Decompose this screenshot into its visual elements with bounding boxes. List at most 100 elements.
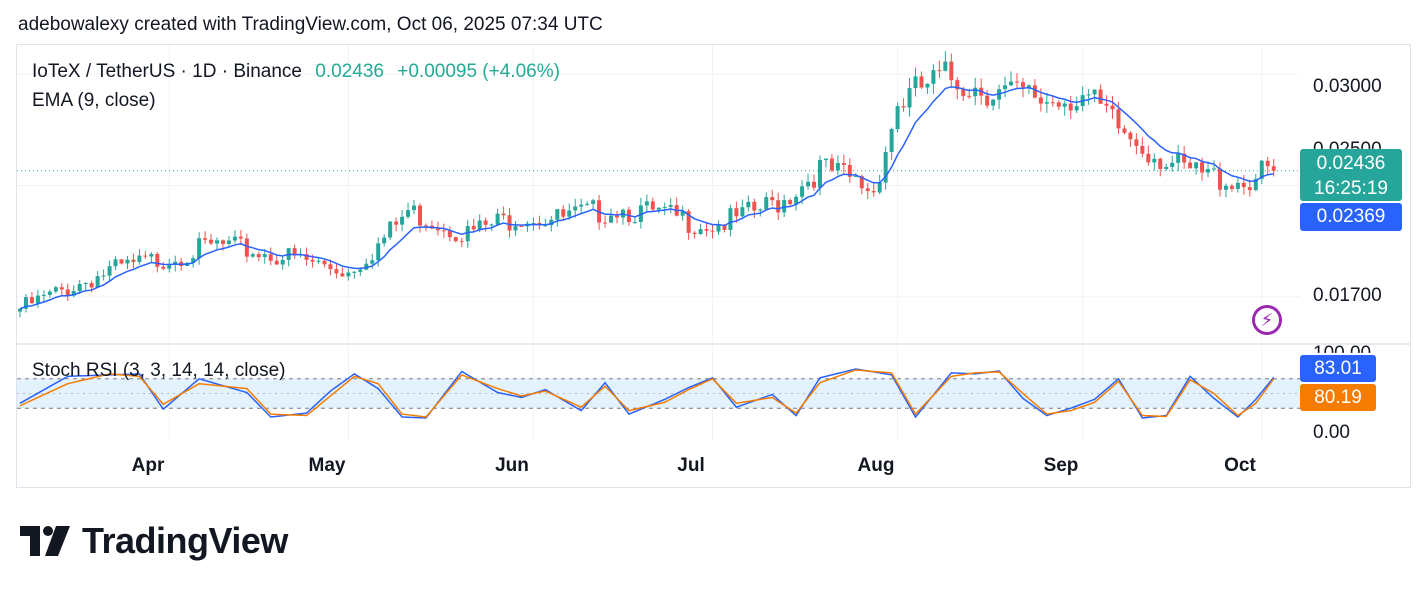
candle-body [459,241,464,243]
candle-body [543,225,548,227]
candle-body [77,283,82,292]
candle-body [471,226,476,230]
candle-body [417,205,422,226]
candle-body [561,209,566,217]
candle-body [1074,106,1079,111]
d-value-tag: 80.19 [1300,384,1376,411]
last-price: 0.02436 [315,61,384,82]
candle-body [35,295,40,304]
tradingview-logo: TradingView [20,520,288,562]
candle-body [937,70,942,72]
candle-body [322,260,327,265]
x-tick-jun: Jun [495,455,529,476]
candle-body [161,266,166,269]
candle-body [23,297,28,309]
candle-body [686,211,691,233]
candle-body [483,220,488,225]
candle-body [567,210,572,217]
tv-logo-icon [20,526,70,556]
candle-body [1116,109,1121,129]
stoch-d-line [19,369,1275,418]
candle-body [191,258,196,263]
candle-body [226,240,231,244]
candle-body [829,158,834,171]
candle-body [913,76,918,89]
candle-body [752,201,757,211]
candle-body [1253,178,1258,191]
candle-body [704,229,709,231]
symbol-title: IoTeX / TetherUS · 1D · Binance [32,61,302,82]
candle-body [274,260,279,265]
candle-body [1122,128,1127,133]
candle-body [304,254,309,260]
candle-body [1128,132,1133,140]
candle-body [18,308,22,312]
candle-body [865,188,870,192]
candle-body [985,95,990,106]
candle-body [1014,81,1019,83]
candle-body [1158,158,1163,170]
candle-body [1170,162,1175,167]
candle-body [650,201,655,210]
candle-body [991,99,996,106]
candle-body [740,207,745,217]
candle-body [758,209,763,211]
candle-body [41,294,46,296]
candle-body [1229,185,1234,189]
candle-body [644,201,649,206]
candle-body [734,208,739,217]
candle-body [119,259,124,264]
candle-body [137,255,142,262]
candle-body [364,263,369,270]
candle-body [800,186,805,197]
candle-body [346,272,351,277]
candle-body [1259,160,1264,179]
candle-body [806,181,811,187]
candle-body [955,80,960,90]
candle-body [1032,85,1037,98]
candle-body [907,88,912,108]
candle-body [447,230,452,238]
chart-legend: IoTeX / TetherUS · 1D · Binance 0.02436 … [32,61,560,83]
candle-body [95,276,100,288]
candle-body [1176,153,1181,163]
candle-body [949,61,954,81]
candle-body [370,260,375,264]
candle-body [656,207,661,210]
candle-body [925,83,930,88]
candle-body [883,152,888,183]
candle-body [83,283,88,285]
candle-body [29,297,34,304]
candle-body [292,248,297,256]
candle-body [776,200,781,213]
candle-body [107,266,112,276]
lightning-icon[interactable]: ⚡ [1252,305,1282,335]
candle-body [256,254,261,258]
y-tick-025: 0.02500 [1313,139,1382,149]
candle-body [746,201,751,208]
candle-body [328,264,333,270]
candle-body [1235,182,1240,189]
candle-body [507,215,512,231]
brand-name: TradingView [82,520,288,561]
candle-body [823,158,828,160]
candle-body [680,211,685,216]
ema-value-tag: 0.02369 [1300,203,1402,231]
candle-body [501,213,506,216]
chart-credit: adebowalexy created with TradingView.com… [18,14,603,35]
candle-body [394,221,399,225]
candle-body [638,205,643,222]
candle-body [722,224,727,230]
candle-body [423,225,428,227]
candle-body [406,210,411,217]
x-tick-jul: Jul [677,455,705,476]
last-price-tag: 0.02436 16:25:19 [1300,149,1402,201]
price-change: +0.00095 (+4.06%) [397,61,560,82]
candle-body [895,106,900,130]
candle-body [967,95,972,97]
candle-body [382,237,387,244]
candle-body [770,197,775,201]
stoch-legend: Stoch RSI (3, 3, 14, 14, close) [32,360,286,381]
candle-body [1182,153,1187,163]
